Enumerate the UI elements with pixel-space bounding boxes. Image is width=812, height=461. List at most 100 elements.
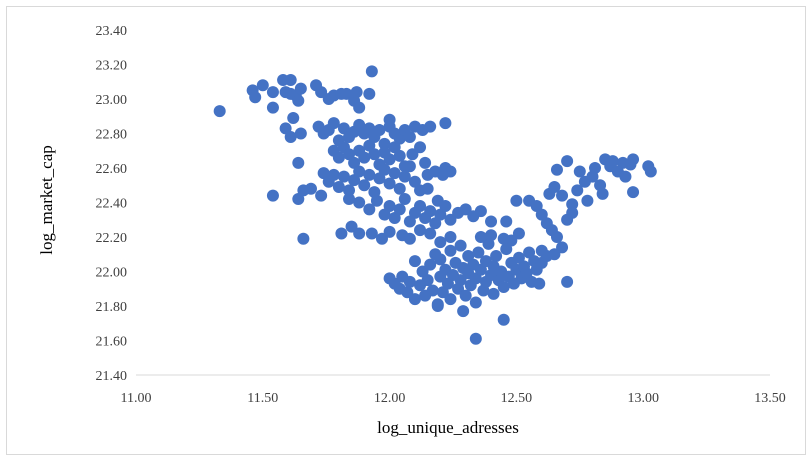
y-tick-label: 23.40 <box>96 24 128 39</box>
data-point <box>332 151 345 164</box>
data-point <box>434 253 447 266</box>
data-point <box>403 160 416 173</box>
data-point <box>327 117 340 130</box>
data-point <box>487 287 500 300</box>
data-point <box>419 156 432 169</box>
x-axis-title: log_unique_adresses <box>377 418 519 437</box>
data-point <box>533 277 546 290</box>
data-point <box>373 124 386 137</box>
data-point <box>353 101 366 114</box>
data-point <box>287 111 300 124</box>
data-point <box>444 244 457 257</box>
data-point <box>414 199 427 212</box>
data-point <box>510 194 523 207</box>
data-point <box>378 137 391 150</box>
y-tick-label: 22.00 <box>96 266 128 281</box>
data-point <box>550 231 563 243</box>
data-point <box>343 193 356 206</box>
scatter-points <box>213 65 657 345</box>
data-point <box>297 232 310 245</box>
data-point <box>383 177 396 190</box>
data-point <box>398 193 411 206</box>
data-point <box>363 203 376 216</box>
data-point <box>393 149 406 162</box>
data-point <box>327 168 340 181</box>
data-point <box>439 117 452 130</box>
data-point <box>566 206 579 219</box>
data-point <box>581 194 594 207</box>
y-tick-label: 21.40 <box>96 369 128 384</box>
data-point <box>457 305 470 318</box>
y-axis-title: log_market_cap <box>37 145 56 255</box>
data-point <box>500 243 513 256</box>
data-point <box>403 232 416 245</box>
data-point <box>561 155 574 168</box>
data-point <box>474 231 487 243</box>
data-point <box>408 293 421 306</box>
data-point <box>434 236 447 249</box>
data-point <box>500 215 513 228</box>
data-point <box>332 180 345 193</box>
chart-area <box>6 6 806 455</box>
data-point <box>485 229 498 242</box>
data-point <box>401 286 414 299</box>
data-point <box>266 189 279 202</box>
data-point <box>292 156 305 169</box>
data-point <box>454 274 467 287</box>
data-point <box>472 246 485 259</box>
data-point <box>284 130 297 143</box>
data-point <box>561 275 574 288</box>
data-point <box>370 194 383 207</box>
data-point <box>365 227 378 240</box>
y-tick-label: 22.60 <box>96 162 128 177</box>
data-point <box>414 224 427 237</box>
data-point <box>353 196 366 209</box>
data-point <box>571 184 584 197</box>
data-point <box>444 213 457 226</box>
data-point <box>368 148 381 161</box>
data-point <box>444 293 457 306</box>
data-point <box>266 101 279 114</box>
data-point <box>497 281 510 294</box>
data-point <box>627 153 640 166</box>
x-axis-tick-labels: 11.00 11.50 12.00 12.50 13.00 13.50 <box>121 391 786 406</box>
data-point <box>378 163 391 176</box>
data-point <box>535 244 548 257</box>
data-point <box>213 105 226 118</box>
data-point <box>284 74 297 87</box>
data-point <box>403 275 416 288</box>
y-tick-label: 21.80 <box>96 300 128 315</box>
data-point <box>573 165 586 178</box>
data-point <box>426 284 439 297</box>
data-point <box>431 300 444 312</box>
data-point <box>424 258 437 271</box>
data-point <box>497 313 510 326</box>
data-point <box>408 255 421 268</box>
data-point <box>383 153 396 166</box>
data-point <box>363 168 376 181</box>
x-tick-label: 13.00 <box>627 391 659 406</box>
data-point <box>375 232 388 245</box>
data-point <box>388 167 401 180</box>
data-point <box>353 165 366 178</box>
data-point <box>421 182 434 195</box>
data-point <box>490 249 503 262</box>
data-point <box>459 289 472 302</box>
data-point <box>444 231 457 243</box>
data-point <box>589 162 602 174</box>
data-point <box>548 180 561 193</box>
data-point <box>474 205 487 218</box>
data-point <box>459 203 472 216</box>
data-point <box>363 87 376 100</box>
data-point <box>393 203 406 216</box>
data-point <box>421 274 434 287</box>
data-point <box>550 163 563 176</box>
data-point <box>406 148 419 161</box>
x-tick-label: 12.50 <box>501 391 533 406</box>
data-point <box>292 94 305 107</box>
data-point <box>340 87 353 100</box>
data-point <box>497 232 510 245</box>
data-point <box>383 199 396 212</box>
y-tick-label: 21.60 <box>96 335 128 350</box>
data-point <box>548 248 561 261</box>
